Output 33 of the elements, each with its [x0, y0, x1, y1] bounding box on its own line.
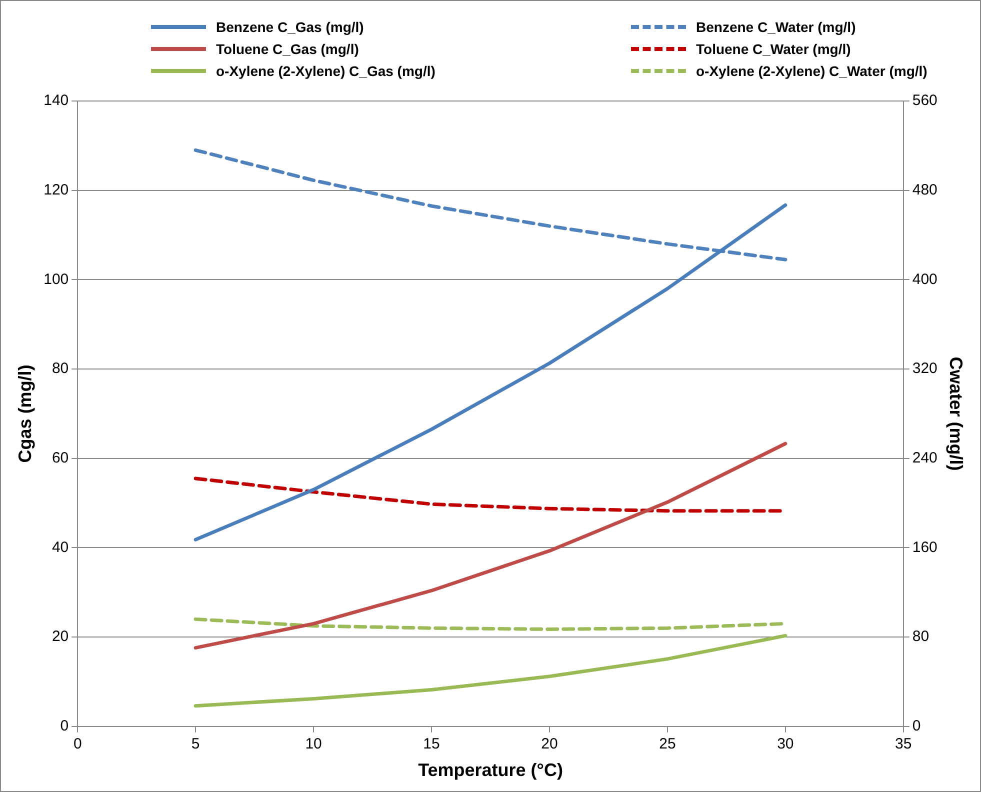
- y-axis-title: Cgas (mg/l): [14, 364, 35, 463]
- legend-label: o-Xylene (2-Xylene) C_Water (mg/l): [696, 63, 928, 79]
- y-tick-label: 0: [60, 718, 69, 735]
- x-tick-label: 20: [541, 736, 558, 753]
- y-tick-label: 60: [52, 450, 69, 467]
- legend-label: Toluene C_Water (mg/l): [696, 41, 851, 57]
- y2-tick-label: 400: [912, 270, 938, 288]
- y-tick-label: 20: [52, 628, 69, 646]
- x-axis-title: Temperature (°C): [418, 760, 563, 780]
- x-tick-label: 15: [423, 736, 440, 753]
- legend-label: o-Xylene (2-Xylene) C_Gas (mg/l): [216, 63, 436, 79]
- y2-tick-label: 160: [912, 538, 938, 556]
- y-tick-label: 80: [52, 360, 69, 378]
- x-tick-label: 5: [191, 736, 200, 753]
- x-tick-label: 0: [73, 736, 82, 753]
- y-tick-label: 40: [52, 538, 69, 556]
- y2-tick-label: 320: [912, 360, 938, 378]
- y2-tick-label: 240: [912, 450, 938, 467]
- y-tick-label: 140: [44, 92, 69, 110]
- y2-tick-label: 0: [912, 718, 921, 735]
- y-tick-label: 120: [44, 181, 69, 198]
- x-tick-label: 35: [895, 736, 912, 753]
- y2-axis-title: Cwater (mg/l): [946, 356, 966, 471]
- x-tick-label: 10: [305, 736, 322, 753]
- legend-label: Benzene C_Water (mg/l): [696, 19, 856, 35]
- y-tick-label: 100: [44, 270, 69, 288]
- x-tick-label: 30: [777, 736, 794, 753]
- legend-label: Benzene C_Gas (mg/l): [216, 19, 364, 35]
- y2-tick-label: 560: [912, 92, 938, 110]
- x-tick-label: 25: [659, 736, 676, 753]
- y2-tick-label: 80: [912, 628, 930, 646]
- y2-tick-label: 480: [912, 181, 938, 198]
- legend-label: Toluene C_Gas (mg/l): [216, 41, 359, 57]
